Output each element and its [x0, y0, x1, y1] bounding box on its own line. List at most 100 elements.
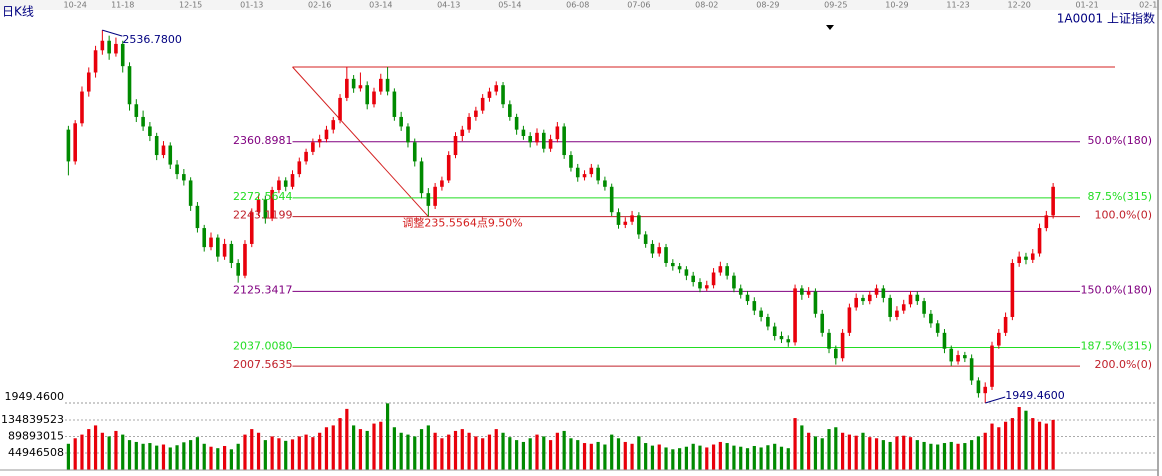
candle-body — [134, 104, 139, 117]
volume-bar — [304, 434, 308, 470]
candle-body — [467, 116, 471, 130]
volume-bar — [1024, 410, 1028, 470]
candle-body — [365, 85, 370, 105]
candle-body — [834, 348, 838, 359]
date-strip — [0, 0, 1162, 10]
volume-bar — [433, 432, 437, 470]
candle-body — [874, 288, 879, 295]
candle-body — [426, 193, 431, 206]
volume-bar — [229, 449, 233, 470]
candle-body — [114, 43, 118, 54]
candle-body — [956, 355, 960, 362]
candle-body — [1010, 262, 1015, 317]
volume-bar — [718, 441, 722, 470]
candle-body — [1024, 256, 1028, 260]
fib-price-label: 2037.0080 — [233, 339, 293, 352]
fib-price-label: 2272.5644 — [233, 190, 293, 203]
volume-bar — [413, 436, 417, 470]
volume-bar — [148, 443, 152, 470]
volume-bar — [915, 440, 919, 470]
fib-price-label: 2360.8981 — [233, 134, 293, 147]
candle-body — [718, 266, 723, 273]
fib-price-label: 2243.1199 — [233, 209, 293, 222]
volume-bar — [705, 447, 709, 470]
candle-body — [603, 180, 607, 187]
volume-bar — [983, 432, 987, 470]
volume-bar — [970, 440, 974, 470]
volume-bar — [406, 434, 410, 470]
candle-body — [263, 199, 268, 219]
candle-body — [915, 294, 920, 302]
volume-bar — [569, 438, 573, 470]
candle-body — [378, 78, 383, 92]
volume-bar — [827, 429, 831, 470]
volume-bar — [779, 446, 784, 470]
volume-tick-label: 44946508 — [8, 446, 64, 459]
volume-bar — [773, 443, 777, 470]
volume-bar — [324, 427, 329, 470]
candle-body — [650, 243, 655, 254]
candle-body — [148, 126, 152, 136]
candle-body — [514, 116, 519, 130]
volume-bar — [515, 440, 519, 470]
candle-body — [1017, 256, 1021, 263]
candle-body — [684, 269, 689, 276]
candle-body — [209, 237, 213, 248]
volume-bar — [114, 430, 118, 470]
volume-bar — [216, 448, 220, 470]
volume-bar — [93, 425, 98, 470]
volume-bar — [175, 445, 179, 470]
volume-bar — [256, 432, 261, 470]
volume-bar — [888, 441, 892, 470]
volume-bar — [1031, 418, 1035, 470]
volume-bar — [671, 449, 675, 470]
candle-body — [324, 129, 329, 140]
x-tick-label: 09-25 — [824, 1, 847, 10]
volume-bar — [379, 421, 383, 470]
volume-bar — [270, 436, 274, 470]
volume-bar — [107, 436, 111, 470]
candle-body — [236, 262, 240, 276]
volume-bar — [936, 444, 940, 470]
candle-body — [990, 345, 994, 387]
candle-body — [419, 161, 424, 194]
peak-label: 2536.7800 — [122, 33, 181, 46]
candle-body — [256, 199, 261, 213]
candle-body — [317, 139, 322, 143]
fib-ratio-label: 150.0%(180) — [1080, 283, 1152, 296]
volume-bar — [250, 429, 254, 470]
candle-body — [766, 316, 770, 327]
volume-bar — [318, 432, 322, 470]
volume-bar — [691, 443, 695, 470]
candle-body — [976, 380, 981, 394]
fib-ratio-label: 200.0%(0) — [1094, 358, 1152, 371]
volume-bar — [189, 440, 193, 470]
volume-bar — [447, 434, 451, 470]
cursor-marker — [826, 25, 834, 30]
candle-body — [161, 145, 166, 156]
candle-body — [582, 174, 587, 178]
candle-body — [392, 91, 397, 117]
volume-bar — [1037, 421, 1042, 470]
volume-bar — [630, 443, 634, 470]
candle-body — [453, 135, 458, 156]
candle-body — [202, 228, 207, 248]
volume-tick-label: 89893015 — [8, 429, 64, 442]
candle-body — [331, 120, 336, 130]
candle-body — [1030, 253, 1035, 260]
volume-bar — [290, 439, 295, 470]
candle-body — [772, 326, 777, 337]
volume-bar — [1003, 421, 1008, 470]
candle-body — [548, 139, 553, 149]
candle-body — [73, 123, 77, 162]
volume-bar — [929, 443, 933, 470]
volume-bar — [141, 443, 145, 470]
candle-body — [793, 288, 797, 343]
volume-bar — [358, 429, 363, 470]
volume-bar — [243, 434, 247, 470]
candle-body — [446, 155, 451, 181]
fib-price-label: 2125.3417 — [233, 283, 293, 296]
volume-bar — [678, 448, 682, 470]
volume-bar — [331, 425, 335, 470]
candle-body — [963, 355, 967, 359]
